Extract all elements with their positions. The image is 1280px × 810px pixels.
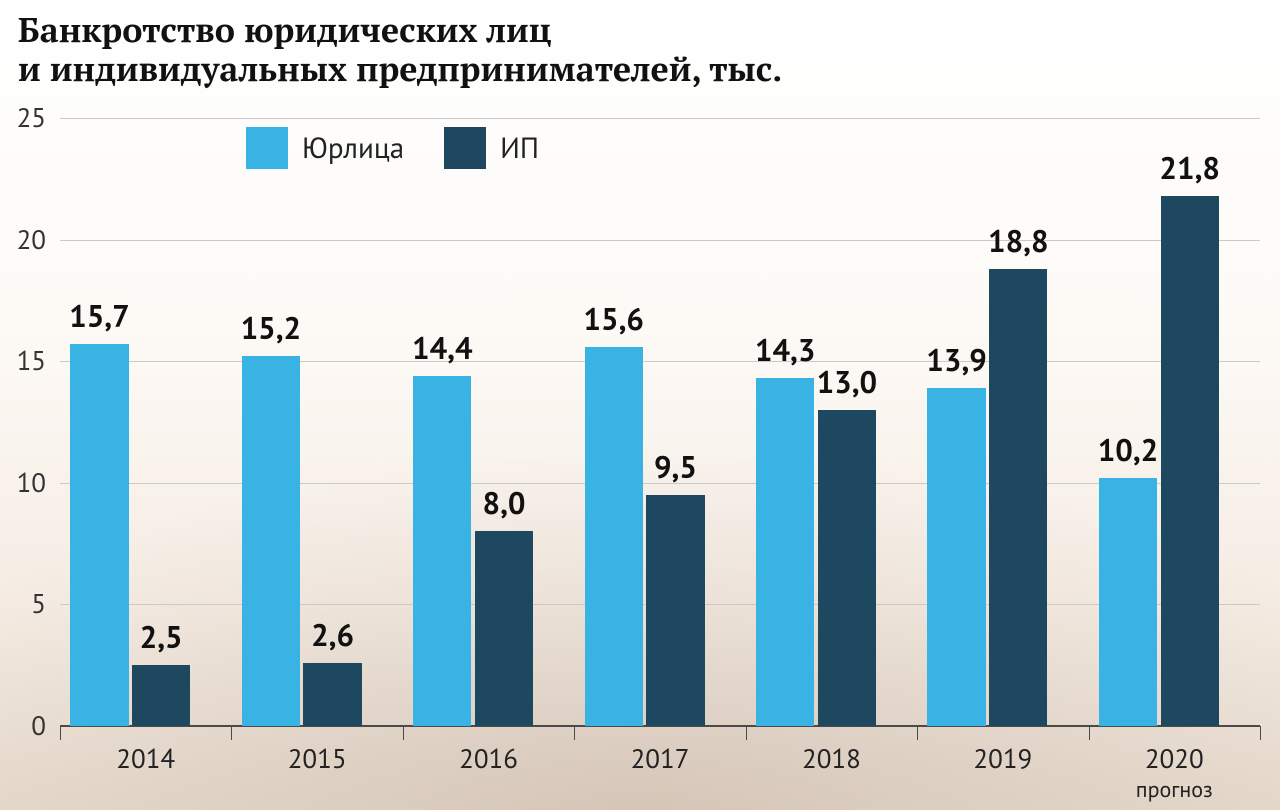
x-category-label: 2015 <box>288 742 347 776</box>
bar-value-label: 15,6 <box>583 298 644 339</box>
legend-item-yurlitsa: Юрлица <box>246 127 404 169</box>
bar-value-label: 13,0 <box>817 361 878 402</box>
group-separator <box>917 726 918 740</box>
bar-ip: 13,0 <box>818 410 876 726</box>
x-category-label: 2018 <box>802 742 861 776</box>
group-separator <box>574 726 575 740</box>
x-category-label: 2014 <box>116 742 175 776</box>
chart-title-line-2: и индивидуальных предпринимателей, тыс. <box>18 46 782 91</box>
bar-yurlitsa: 15,6 <box>585 347 643 726</box>
bar-value-label: 9,5 <box>654 446 697 487</box>
plot-area: 051015202515,72,5201415,22,6201514,48,02… <box>60 118 1260 726</box>
y-tick-label: 15 <box>17 344 46 378</box>
bar-ip: 2,5 <box>132 665 190 726</box>
bar-yurlitsa: 13,9 <box>927 388 985 726</box>
bar-value-label: 2,6 <box>311 614 354 655</box>
bar-yurlitsa: 10,2 <box>1099 478 1157 726</box>
bar-value-label: 10,2 <box>1098 429 1159 470</box>
y-tick-label: 5 <box>31 587 46 621</box>
bar-ip: 8,0 <box>475 531 533 726</box>
legend-swatch <box>246 127 288 169</box>
group-separator <box>403 726 404 740</box>
bar-value-label: 14,3 <box>755 329 816 370</box>
y-tick-label: 25 <box>17 101 46 135</box>
legend: Юрлица ИП <box>246 127 539 169</box>
x-category-label: 2020прогноз <box>1136 742 1213 804</box>
bar-value-label: 14,4 <box>412 327 473 368</box>
bar-yurlitsa: 14,4 <box>413 376 471 726</box>
bar-value-label: 8,0 <box>483 482 526 523</box>
bar-value-label: 18,8 <box>988 220 1049 261</box>
legend-label: Юрлица <box>302 129 404 167</box>
bar-ip: 18,8 <box>989 269 1047 726</box>
bar-value-label: 21,8 <box>1159 147 1220 188</box>
x-category-label: 2017 <box>631 742 690 776</box>
bankruptcy-bar-chart: Банкротство юридических лиц и индивидуал… <box>0 0 1280 810</box>
bar-value-label: 13,9 <box>926 339 987 380</box>
bar-ip: 9,5 <box>646 495 704 726</box>
group-separator <box>60 726 61 740</box>
bar-ip: 2,6 <box>303 663 361 726</box>
chart-title: Банкротство юридических лиц и индивидуал… <box>0 0 782 88</box>
group-separator <box>1260 726 1261 740</box>
bar-value-label: 2,5 <box>140 616 183 657</box>
y-tick-label: 20 <box>17 223 46 257</box>
y-tick-label: 10 <box>17 466 46 500</box>
bar-ip: 21,8 <box>1161 196 1219 726</box>
bar-yurlitsa: 14,3 <box>756 378 814 726</box>
x-category-label: 2016 <box>459 742 518 776</box>
gridline <box>60 361 1260 362</box>
bar-value-label: 15,7 <box>69 295 130 336</box>
group-separator <box>231 726 232 740</box>
bar-value-label: 15,2 <box>241 307 302 348</box>
gridline <box>60 118 1260 119</box>
legend-label: ИП <box>500 129 539 167</box>
group-separator <box>1089 726 1090 740</box>
legend-item-ip: ИП <box>444 127 539 169</box>
y-tick-label: 0 <box>31 709 46 743</box>
bar-yurlitsa: 15,7 <box>70 344 128 726</box>
group-separator <box>746 726 747 740</box>
bar-yurlitsa: 15,2 <box>242 356 300 726</box>
legend-swatch <box>444 127 486 169</box>
gridline <box>60 240 1260 241</box>
x-category-label: 2019 <box>973 742 1032 776</box>
